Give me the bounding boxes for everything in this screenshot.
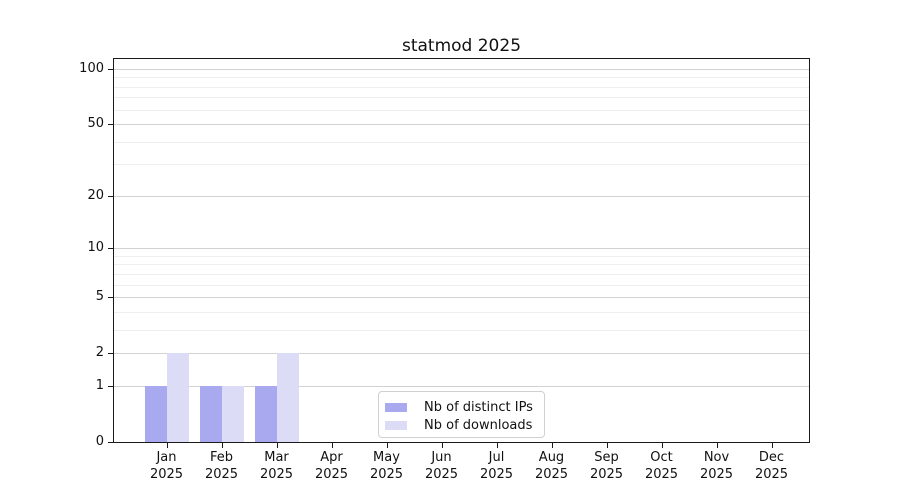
x-tick-month: Nov <box>703 450 730 465</box>
gridline-minor <box>114 255 809 257</box>
x-tick-label: Jun 2025 <box>412 449 472 483</box>
gridline-minor <box>114 329 809 331</box>
y-tick-mark <box>108 248 113 250</box>
x-tick-mark <box>166 443 168 448</box>
gridline-minor <box>114 273 809 275</box>
x-tick-mark <box>551 443 553 448</box>
x-tick-year: 2025 <box>424 467 459 482</box>
x-tick-label: Dec 2025 <box>742 449 802 483</box>
x-tick-year: 2025 <box>534 467 569 482</box>
y-tick-label: 50 <box>87 116 104 132</box>
x-tick-month: Oct <box>650 450 673 465</box>
y-tick-label: 20 <box>87 187 104 203</box>
y-tick-mark <box>108 68 113 70</box>
x-tick-year: 2025 <box>644 467 679 482</box>
downloads-swatch <box>385 420 407 430</box>
legend-item-downloads: Nb of downloads <box>385 416 544 434</box>
x-tick-month: Jun <box>431 450 452 465</box>
x-tick-year: 2025 <box>699 467 734 482</box>
y-tick-mark <box>108 124 113 126</box>
x-tick-label: Jan 2025 <box>137 449 197 483</box>
x-tick-month: Aug <box>538 450 565 465</box>
x-tick-year: 2025 <box>369 467 404 482</box>
gridline-minor <box>114 77 809 79</box>
gridline-major <box>114 248 809 250</box>
x-tick-mark <box>331 443 333 448</box>
legend-label-downloads: Nb of downloads <box>424 417 533 433</box>
x-tick-month: Mar <box>264 450 289 465</box>
gridline-minor <box>114 264 809 266</box>
y-tick-label: 0 <box>95 434 104 449</box>
x-tick-month: Apr <box>320 450 343 465</box>
y-tick-label: 2 <box>95 345 104 361</box>
chart-title: statmod 2025 <box>401 36 522 56</box>
x-tick-month: Jul <box>488 450 505 465</box>
x-tick-label: Sep 2025 <box>577 449 637 483</box>
y-tick-mark <box>108 297 113 299</box>
distinct-ips-swatch <box>385 402 407 412</box>
legend-item-distinct-ips: Nb of distinct IPs <box>385 398 544 416</box>
x-tick-label: Nov 2025 <box>687 449 747 483</box>
x-tick-month: Jan <box>156 450 177 465</box>
gridline-major <box>114 297 809 299</box>
gridline-minor <box>114 164 809 166</box>
gridline-major <box>114 385 809 387</box>
x-tick-mark <box>661 443 663 448</box>
x-tick-mark <box>386 443 388 448</box>
x-tick-mark <box>221 443 223 448</box>
y-tick-label: 1 <box>95 377 104 393</box>
y-tick-mark <box>108 442 113 443</box>
gridline-minor <box>114 311 809 313</box>
gridline-minor <box>114 97 809 99</box>
plot-area <box>113 58 810 443</box>
x-tick-year: 2025 <box>204 467 239 482</box>
gridline-major <box>114 124 809 126</box>
x-tick-label: Apr 2025 <box>302 449 362 483</box>
gridline-minor <box>114 141 809 143</box>
x-tick-month: Sep <box>594 450 619 465</box>
bar-distinct-ips <box>144 385 167 442</box>
gridline-minor <box>114 284 809 286</box>
y-tick-label: 100 <box>79 60 104 76</box>
gridline-minor <box>114 86 809 88</box>
y-tick-mark <box>108 385 113 387</box>
bar-distinct-ips <box>254 385 277 442</box>
legend-label-distinct-ips: Nb of distinct IPs <box>424 399 533 415</box>
x-tick-mark <box>276 443 278 448</box>
x-tick-label: Feb 2025 <box>192 449 252 483</box>
x-tick-month: May <box>373 450 400 465</box>
x-tick-label: Jul 2025 <box>467 449 527 483</box>
x-tick-label: May 2025 <box>357 449 417 483</box>
gridline-major <box>114 353 809 355</box>
y-tick-label: 10 <box>87 240 104 256</box>
x-tick-month: Feb <box>209 450 234 465</box>
bar-downloads <box>166 353 189 442</box>
x-tick-year: 2025 <box>589 467 624 482</box>
x-tick-label: Mar 2025 <box>247 449 307 483</box>
gridline-minor <box>114 109 809 111</box>
x-tick-year: 2025 <box>754 467 789 482</box>
y-tick-mark <box>108 353 113 355</box>
x-tick-mark <box>771 443 773 448</box>
x-tick-year: 2025 <box>149 467 184 482</box>
x-tick-mark <box>441 443 443 448</box>
legend: Nb of distinct IPs Nb of downloads <box>378 391 545 438</box>
y-tick-mark <box>108 195 113 197</box>
x-tick-year: 2025 <box>479 467 514 482</box>
bar-distinct-ips <box>199 385 222 442</box>
x-tick-mark <box>606 443 608 448</box>
x-tick-label: Oct 2025 <box>632 449 692 483</box>
y-tick-label: 5 <box>95 289 104 305</box>
bar-downloads <box>276 353 299 442</box>
x-tick-month: Dec <box>758 450 785 465</box>
x-tick-year: 2025 <box>259 467 294 482</box>
bar-downloads <box>221 385 244 442</box>
gridline-major <box>114 195 809 197</box>
x-tick-year: 2025 <box>314 467 349 482</box>
x-tick-mark <box>496 443 498 448</box>
x-tick-mark <box>716 443 718 448</box>
x-tick-label: Aug 2025 <box>522 449 582 483</box>
gridline-major <box>114 68 809 70</box>
